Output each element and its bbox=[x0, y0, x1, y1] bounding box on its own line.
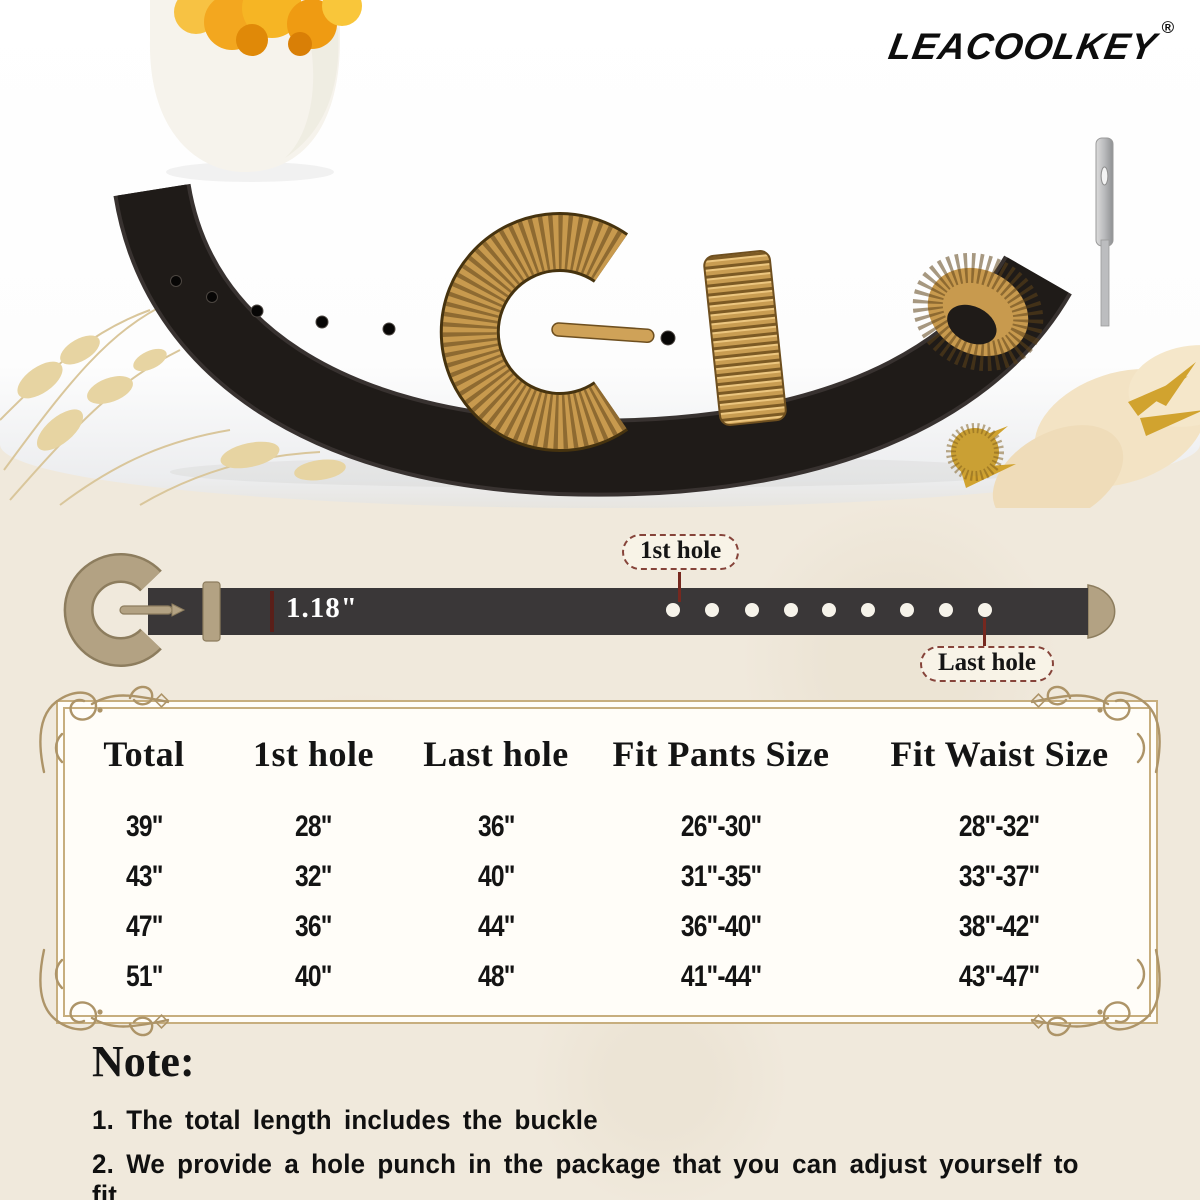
size-cell: 36" bbox=[477, 810, 515, 843]
last-hole-callout: Last hole bbox=[920, 646, 1054, 682]
brand-logo: LEACOOLKEY® bbox=[885, 18, 1176, 68]
frame-corner-ornament bbox=[1030, 685, 1161, 774]
size-chart: Total 1st hole Last hole Fit Pants Size … bbox=[56, 700, 1154, 1020]
frame-corner-ornament bbox=[39, 948, 170, 1037]
note-title: Note: bbox=[92, 1037, 195, 1086]
note-item-2: 2. We provide a hole punch in the packag… bbox=[92, 1149, 1079, 1200]
belt-width-label: 1.18" bbox=[286, 592, 358, 624]
size-cell: 36"-40" bbox=[680, 910, 762, 943]
belt-buckle bbox=[439, 212, 655, 452]
col-header-first-hole: 1st hole bbox=[253, 734, 374, 774]
hole-punch-tool bbox=[1095, 137, 1114, 327]
diagram-buckle bbox=[63, 553, 186, 667]
belt-length-diagram: 1st hole 1.18" Last hole bbox=[0, 508, 1200, 698]
registered-mark: ® bbox=[1161, 18, 1175, 37]
brand-logo-text: LEACOOLKEY bbox=[885, 26, 1160, 67]
size-cell: 36" bbox=[295, 910, 332, 943]
size-cell: 40" bbox=[477, 860, 515, 893]
first-hole-pointer bbox=[678, 572, 681, 602]
size-cell: 41"-44" bbox=[680, 960, 762, 993]
first-hole-callout: 1st hole bbox=[622, 534, 740, 570]
flowers bbox=[174, 0, 362, 56]
frame-corner-ornament bbox=[39, 685, 170, 774]
diagram-belt-tip bbox=[1087, 584, 1116, 639]
last-hole-pointer bbox=[983, 618, 986, 646]
size-cell: 39" bbox=[125, 810, 163, 843]
size-cell: 48" bbox=[477, 960, 515, 993]
size-chart-frame bbox=[56, 700, 1158, 1024]
size-cell: 43" bbox=[125, 860, 163, 893]
size-cell: 43"-47" bbox=[959, 960, 1040, 993]
belt-keeper bbox=[703, 250, 787, 426]
diagram-belt-strap bbox=[148, 588, 1088, 635]
col-header-waist-size: Fit Waist Size bbox=[890, 734, 1109, 774]
col-header-total: Total bbox=[103, 734, 185, 774]
belt-holes bbox=[170, 275, 676, 346]
note-section: Note: 1. The total length includes the b… bbox=[92, 1036, 1132, 1200]
size-cell: 28" bbox=[295, 810, 332, 843]
buckle-prong bbox=[551, 322, 655, 343]
belt-strap bbox=[113, 182, 1072, 497]
diagram-keeper bbox=[202, 581, 221, 642]
product-photo: LEACOOLKEY® bbox=[0, 0, 1200, 508]
frame-corner-ornament bbox=[1030, 948, 1161, 1037]
dried-florals-right bbox=[946, 345, 1200, 508]
belt-photo-illustration bbox=[0, 0, 1200, 508]
diagram-holes bbox=[666, 603, 992, 617]
width-mark-line bbox=[270, 591, 274, 632]
size-cell: 32" bbox=[295, 860, 332, 893]
size-cell: 51" bbox=[125, 960, 163, 993]
size-cell: 33"-37" bbox=[959, 860, 1040, 893]
dried-flower-heads bbox=[17, 335, 346, 481]
col-header-pants-size: Fit Pants Size bbox=[612, 734, 830, 774]
size-cell: 28"-32" bbox=[959, 810, 1040, 843]
col-header-last-hole: Last hole bbox=[423, 734, 569, 774]
belt-diagram-drawing bbox=[63, 553, 1116, 667]
note-item-1: 1. The total length includes the buckle bbox=[92, 1105, 598, 1135]
size-cell: 38"-42" bbox=[959, 910, 1040, 943]
size-cell: 47" bbox=[125, 910, 163, 943]
size-cell: 31"-35" bbox=[680, 860, 762, 893]
size-cell: 40" bbox=[295, 960, 332, 993]
size-cell: 44" bbox=[477, 910, 515, 943]
size-cell: 26"-30" bbox=[680, 810, 762, 843]
belt-tip-ornament bbox=[912, 252, 1044, 372]
